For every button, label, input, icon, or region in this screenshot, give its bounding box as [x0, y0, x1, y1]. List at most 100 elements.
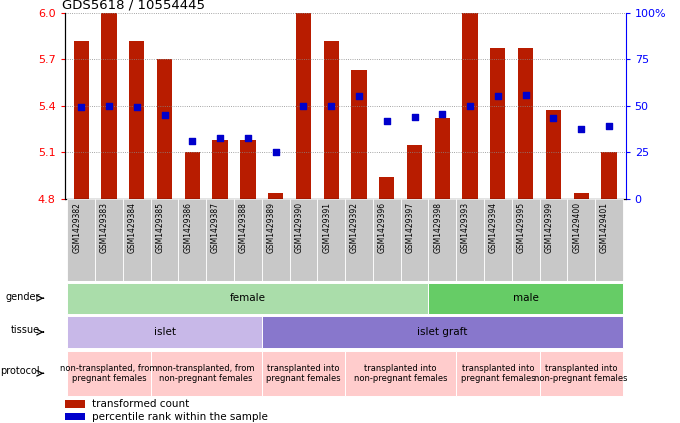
Bar	[539, 351, 623, 396]
Point	[270, 149, 281, 156]
Bar	[129, 41, 144, 199]
Point	[298, 102, 309, 109]
Text: GSM1429399: GSM1429399	[545, 202, 554, 253]
Bar	[65, 400, 85, 408]
Text: transplanted into
non-pregnant females: transplanted into non-pregnant females	[534, 364, 628, 383]
Text: transplanted into
non-pregnant females: transplanted into non-pregnant females	[354, 364, 447, 383]
Bar	[318, 199, 345, 281]
Text: GSM1429389: GSM1429389	[267, 202, 275, 253]
Bar	[65, 413, 85, 420]
Text: transformed count: transformed count	[92, 399, 189, 409]
Bar	[567, 199, 595, 281]
Bar	[373, 199, 401, 281]
Text: islet: islet	[154, 327, 175, 337]
Bar	[484, 199, 512, 281]
Text: GSM1429395: GSM1429395	[517, 202, 526, 253]
Text: GSM1429394: GSM1429394	[489, 202, 498, 253]
Text: GSM1429397: GSM1429397	[405, 202, 415, 253]
Bar	[595, 199, 623, 281]
Text: female: female	[230, 293, 266, 303]
Bar	[123, 199, 151, 281]
Bar	[379, 177, 394, 199]
Text: GSM1429388: GSM1429388	[239, 202, 248, 253]
Bar	[428, 283, 623, 314]
Text: non-transplanted, from
pregnant females: non-transplanted, from pregnant females	[61, 364, 158, 383]
Bar	[262, 351, 345, 396]
Bar	[212, 140, 228, 199]
Point	[409, 113, 420, 120]
Point	[603, 123, 614, 129]
Bar	[435, 118, 450, 199]
Text: GSM1429396: GSM1429396	[378, 202, 387, 253]
Bar	[456, 199, 484, 281]
Bar	[573, 192, 589, 199]
Bar	[345, 199, 373, 281]
Text: GSM1429384: GSM1429384	[128, 202, 137, 253]
Text: GSM1429383: GSM1429383	[100, 202, 109, 253]
Text: protocol: protocol	[1, 366, 40, 376]
Text: GSM1429382: GSM1429382	[72, 202, 82, 253]
Text: non-transplanted, from
non-pregnant females: non-transplanted, from non-pregnant fema…	[158, 364, 255, 383]
Text: GSM1429390: GSM1429390	[294, 202, 303, 253]
Bar	[401, 199, 428, 281]
Point	[520, 91, 531, 98]
Bar	[539, 199, 567, 281]
Point	[243, 135, 254, 142]
Text: GSM1429391: GSM1429391	[322, 202, 331, 253]
Text: tissue: tissue	[11, 325, 40, 335]
Text: GSM1429393: GSM1429393	[461, 202, 470, 253]
Bar	[67, 283, 428, 314]
Bar	[151, 351, 262, 396]
Point	[187, 138, 198, 145]
Text: GSM1429385: GSM1429385	[156, 202, 165, 253]
Bar	[101, 13, 117, 199]
Point	[131, 104, 142, 111]
Point	[464, 102, 475, 109]
Point	[76, 104, 87, 111]
Bar	[546, 110, 561, 199]
Text: GSM1429386: GSM1429386	[184, 202, 192, 253]
Text: percentile rank within the sample: percentile rank within the sample	[92, 412, 267, 422]
Bar	[518, 48, 533, 199]
Bar	[268, 192, 284, 199]
Bar	[67, 316, 262, 348]
Bar	[352, 70, 367, 199]
Bar	[95, 199, 123, 281]
Point	[354, 93, 364, 100]
Bar	[428, 199, 456, 281]
Bar	[345, 351, 456, 396]
Text: GSM1429401: GSM1429401	[600, 202, 609, 253]
Bar	[296, 13, 311, 199]
Bar	[262, 316, 623, 348]
Point	[326, 102, 337, 109]
Bar	[601, 152, 617, 199]
Bar	[73, 41, 89, 199]
Bar	[67, 199, 95, 281]
Bar	[324, 41, 339, 199]
Bar	[407, 145, 422, 199]
Bar	[262, 199, 290, 281]
Text: male: male	[513, 293, 539, 303]
Point	[381, 118, 392, 125]
Point	[159, 112, 170, 118]
Bar	[67, 351, 151, 396]
Bar	[290, 199, 318, 281]
Point	[548, 115, 559, 121]
Bar	[240, 140, 256, 199]
Bar	[206, 199, 234, 281]
Bar	[456, 351, 539, 396]
Text: GSM1429392: GSM1429392	[350, 202, 359, 253]
Bar	[178, 199, 206, 281]
Text: islet graft: islet graft	[417, 327, 467, 337]
Bar	[462, 13, 478, 199]
Text: GSM1429387: GSM1429387	[211, 202, 220, 253]
Text: transplanted into
pregnant females: transplanted into pregnant females	[460, 364, 535, 383]
Text: gender: gender	[5, 291, 40, 302]
Text: GSM1429398: GSM1429398	[433, 202, 442, 253]
Bar	[157, 59, 172, 199]
Bar	[490, 48, 505, 199]
Bar	[185, 152, 200, 199]
Point	[576, 126, 587, 132]
Point	[103, 102, 114, 109]
Point	[215, 135, 226, 142]
